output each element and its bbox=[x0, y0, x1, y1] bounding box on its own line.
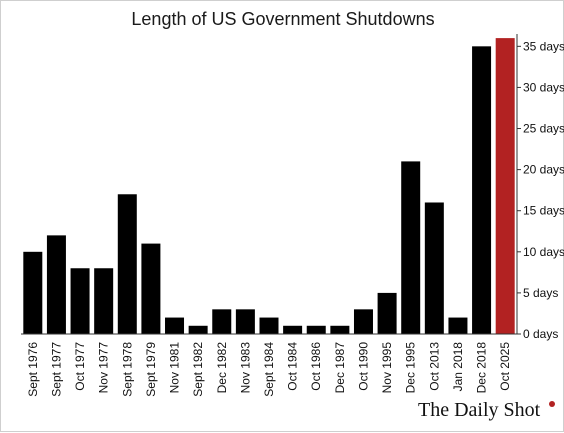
bar-nov-1995 bbox=[377, 292, 397, 334]
bar-dec-1987 bbox=[330, 325, 350, 334]
x-tick-label: Sept 1978 bbox=[120, 342, 134, 397]
brand-dot bbox=[549, 401, 555, 407]
bar-oct-2013 bbox=[424, 202, 444, 334]
bar-nov-1981 bbox=[165, 317, 185, 334]
bar-sept-1979 bbox=[141, 243, 161, 334]
bar-dec-2018 bbox=[472, 46, 492, 334]
x-tick-label: Oct 1984 bbox=[286, 342, 300, 391]
y-tick-label: 15 days bbox=[523, 204, 564, 218]
x-tick-label: Sept 1979 bbox=[144, 342, 158, 397]
y-tick-label: 25 days bbox=[523, 122, 564, 136]
x-tick-label: Oct 1977 bbox=[73, 342, 87, 391]
bar-oct-1977 bbox=[70, 268, 90, 334]
x-tick-label: Oct 2013 bbox=[427, 342, 441, 391]
x-tick-label: Jan 2018 bbox=[451, 342, 465, 392]
x-tick-label: Sept 1977 bbox=[49, 342, 63, 397]
chart-title: Length of US Government Shutdowns bbox=[131, 9, 434, 29]
x-tick-label: Oct 1986 bbox=[309, 342, 323, 391]
x-tick-label: Dec 1982 bbox=[215, 342, 229, 394]
bar-nov-1977 bbox=[94, 268, 114, 334]
bar-sept-1982 bbox=[188, 325, 208, 334]
bar-oct-1986 bbox=[306, 325, 326, 334]
y-tick-label: 0 days bbox=[523, 327, 558, 341]
bar-oct-1990 bbox=[353, 309, 373, 334]
bar-sept-1977 bbox=[46, 235, 66, 334]
x-tick-label: Dec 1995 bbox=[404, 342, 418, 394]
x-tick-label: Oct 1990 bbox=[356, 342, 370, 391]
bar-sept-1978 bbox=[117, 194, 137, 334]
bar-sept-1976 bbox=[23, 251, 43, 334]
x-tick-label: Sept 1984 bbox=[262, 342, 276, 397]
y-tick-label: 5 days bbox=[523, 286, 558, 300]
y-tick-label: 30 days bbox=[523, 80, 564, 94]
x-axis: Sept 1976 Sept 1977 Oct 1977 Nov 1977 Sept 1… bbox=[21, 333, 517, 397]
x-tick-label: Dec 2018 bbox=[475, 342, 489, 394]
x-tick-label: Dec 1987 bbox=[333, 342, 347, 394]
brand-name: The Daily Shot bbox=[418, 399, 541, 421]
y-tick-label: 20 days bbox=[523, 163, 564, 177]
x-tick-label: Nov 1977 bbox=[97, 342, 111, 394]
y-axis: 0 days 5 days 10 days 15 days 20 days 25 days… bbox=[516, 34, 564, 341]
bar-nov-1983 bbox=[235, 309, 255, 334]
brand-logo: The Daily Shot bbox=[418, 399, 555, 421]
x-tick-label: Oct 2025 bbox=[498, 342, 512, 391]
bars-group bbox=[23, 38, 515, 335]
bar-oct-1984 bbox=[283, 325, 303, 334]
x-tick-label: Sept 1976 bbox=[26, 342, 40, 397]
x-tick-label: Nov 1995 bbox=[380, 342, 394, 394]
bar-sept-1984 bbox=[259, 317, 279, 334]
x-tick-label: Sept 1982 bbox=[191, 342, 205, 397]
y-tick-label: 35 days bbox=[523, 39, 564, 53]
x-tick-label: Nov 1983 bbox=[238, 342, 252, 394]
y-tick-label: 10 days bbox=[523, 245, 564, 259]
bar-dec-1982 bbox=[212, 309, 232, 334]
bar-jan-2018 bbox=[448, 317, 468, 334]
x-tick-label: Nov 1981 bbox=[168, 342, 182, 394]
bar-oct-2025 bbox=[495, 38, 515, 335]
bar-dec-1995 bbox=[401, 161, 421, 334]
